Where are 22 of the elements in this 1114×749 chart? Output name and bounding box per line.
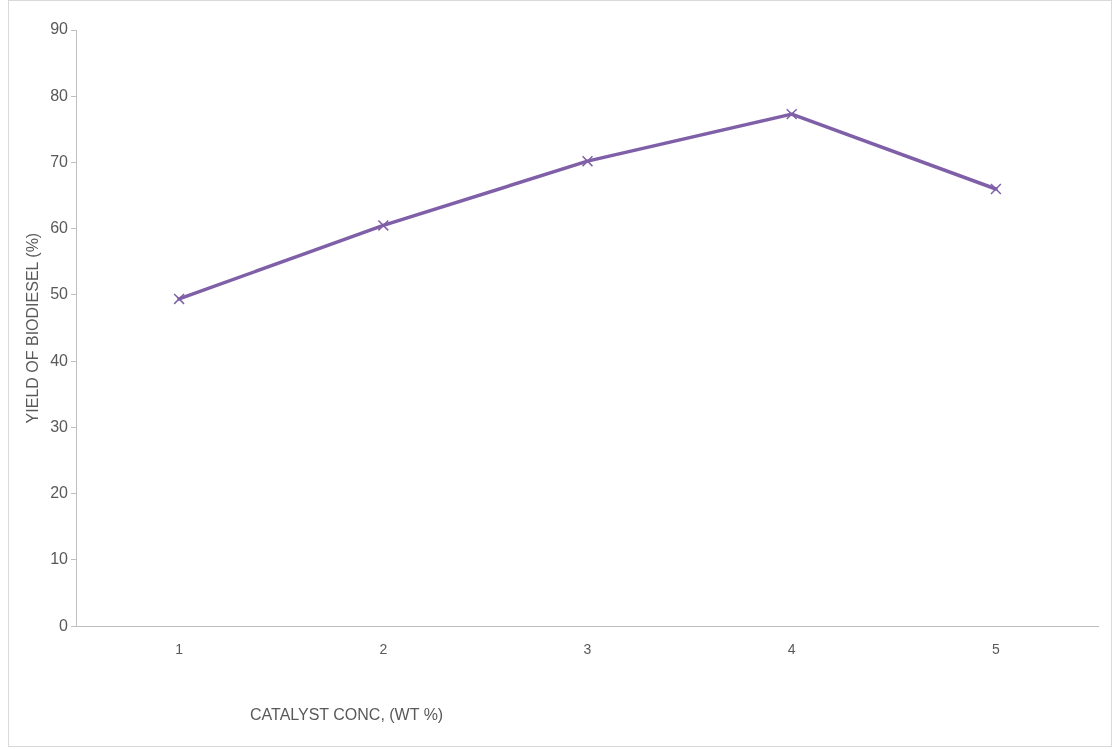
point — [581, 155, 594, 167]
x-axis-title: CATALYST CONC, (WT %) — [250, 706, 444, 724]
y-tick-label: 80 — [50, 86, 69, 104]
point — [173, 293, 185, 305]
point — [990, 183, 1002, 195]
y-tick-label: 50 — [50, 285, 69, 303]
y-axis-title: YIELD OF BIODIESEL (%) — [24, 232, 42, 424]
x-tick-label: 5 — [992, 641, 1000, 658]
y-tick-label: 20 — [50, 484, 69, 502]
x-tick-label: 1 — [175, 641, 184, 658]
y-tick-label: 0 — [59, 616, 69, 634]
point — [786, 108, 798, 120]
x-tick-label: 3 — [583, 641, 592, 658]
y-tick-label: 10 — [50, 550, 69, 568]
y-tick-label: 40 — [50, 351, 69, 369]
y-tick-label: 70 — [50, 152, 69, 170]
y-tick-label: 90 — [50, 20, 69, 38]
x-tick-label: 4 — [787, 641, 796, 658]
point — [377, 219, 389, 232]
x-tick-label: 2 — [379, 641, 388, 658]
y-tick-label: 60 — [50, 219, 69, 237]
y-tick-label: 30 — [50, 417, 69, 435]
